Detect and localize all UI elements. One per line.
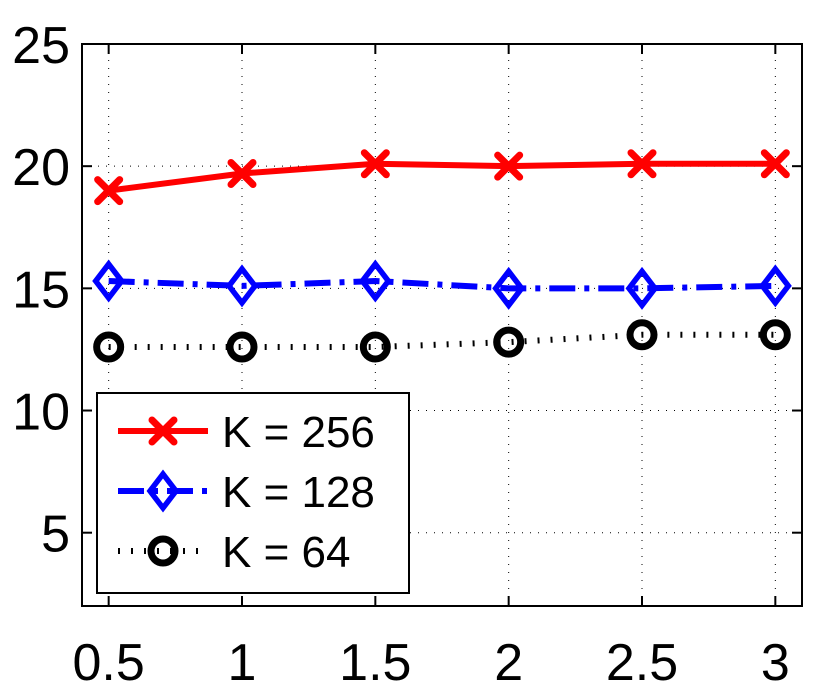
data-point-k-256 — [494, 151, 524, 181]
legend-label-k-128: K = 128 — [222, 468, 375, 517]
legend-label-k-256: K = 256 — [222, 408, 375, 457]
legend: K = 256 K = 128 K = 64 — [96, 392, 410, 594]
series-line-k-256 — [108, 160, 776, 194]
legend-marker-k-128 — [146, 469, 180, 513]
data-point-k-64 — [359, 331, 391, 363]
x-tick-label: 1 — [228, 634, 257, 692]
axis-ticks: 0.5 1 1.5 2 2.5 3 5 10 15 20 25 — [12, 17, 802, 692]
data-point-k-256 — [627, 149, 657, 179]
data-point-k-64 — [759, 319, 791, 351]
series-k-128 — [92, 259, 792, 310]
y-tick-label: 20 — [12, 139, 70, 197]
legend-marker-k-256 — [148, 416, 178, 446]
data-point-k-256 — [760, 149, 790, 179]
y-tick-label: 5 — [41, 506, 70, 564]
x-tick-label: 2 — [494, 634, 523, 692]
series-k-64 — [93, 319, 791, 363]
data-point-k-128 — [492, 266, 526, 310]
data-point-k-128 — [225, 264, 259, 308]
data-point-k-64 — [226, 331, 258, 363]
x-tick-label: 2.5 — [606, 634, 678, 692]
y-tick-label: 15 — [12, 261, 70, 319]
data-point-k-256 — [227, 159, 257, 189]
data-point-k-128 — [758, 264, 792, 308]
legend-item-k-128: K = 128 — [118, 468, 375, 517]
x-tick-label: 0.5 — [73, 634, 145, 692]
series-line-k-128 — [108, 278, 776, 292]
data-point-k-128 — [625, 266, 659, 310]
series-k-256 — [94, 149, 790, 206]
legend-label-k-64: K = 64 — [222, 528, 350, 577]
plot-area-frame — [81, 43, 803, 607]
y-tick-label: 25 — [12, 17, 70, 75]
data-point-k-64 — [493, 326, 525, 358]
data-point-k-128 — [92, 259, 126, 303]
data-point-k-64 — [93, 331, 125, 363]
data-point-k-128 — [358, 259, 392, 303]
data-point-k-64 — [626, 319, 658, 351]
data-point-k-256 — [94, 176, 124, 206]
series-line-k-64 — [108, 331, 776, 350]
legend-marker-k-64 — [147, 535, 179, 567]
series-group — [92, 149, 792, 363]
legend-item-k-256: K = 256 — [118, 408, 375, 457]
data-point-k-256 — [360, 149, 390, 179]
legend-item-k-64: K = 64 — [118, 528, 350, 577]
y-tick-label: 10 — [12, 384, 70, 442]
x-tick-label: 3 — [761, 634, 790, 692]
x-tick-label: 1.5 — [339, 634, 411, 692]
